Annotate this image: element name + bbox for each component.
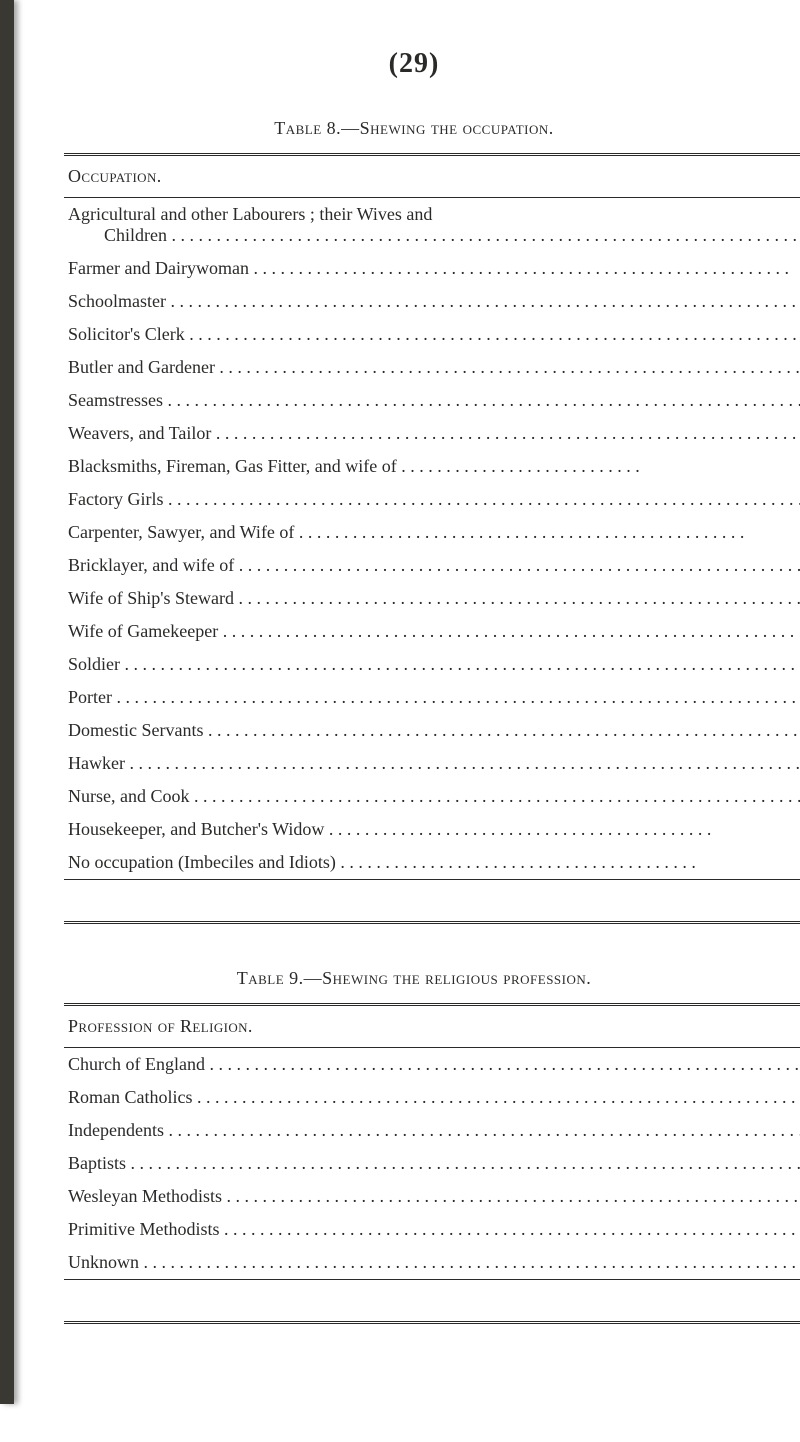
row-description: Bricklayer, and wife of . . . . . . . . … [64,549,800,582]
table-row: Church of England . . . . . . . . . . . … [64,1048,800,1082]
row-description: Primitive Methodists . . . . . . . . . .… [64,1213,800,1246]
row-description: Roman Catholics . . . . . . . . . . . . … [64,1081,800,1114]
row-description: Butler and Gardener . . . . . . . . . . … [64,351,800,384]
row-description: Church of England . . . . . . . . . . . … [64,1048,800,1082]
row-description: Schoolmaster . . . . . . . . . . . . . .… [64,285,800,318]
table-row: Wife of Ship's Steward . . . . . . . . .… [64,582,800,615]
table-row: Solicitor's Clerk . . . . . . . . . . . … [64,318,800,351]
table8-header-desc: Occupation. [64,155,800,198]
table-row: Wesleyan Methodists . . . . . . . . . . … [64,1180,800,1213]
table-row: Domestic Servants . . . . . . . . . . . … [64,714,800,747]
table8-header-row: Occupation. Male. Female. Total. [64,155,800,198]
row-description: Wife of Gamekeeper . . . . . . . . . . .… [64,615,800,648]
table-row: Factory Girls . . . . . . . . . . . . . … [64,483,800,516]
table8-caption: Table 8.—Shewing the occupation. [64,118,764,139]
table-row: Weavers, and Tailor . . . . . . . . . . … [64,417,800,450]
row-description: Hawker . . . . . . . . . . . . . . . . .… [64,747,800,780]
row-description: Carpenter, Sawyer, and Wife of . . . . .… [64,516,800,549]
table-row: Baptists . . . . . . . . . . . . . . . .… [64,1147,800,1180]
row-description-line1: Agricultural and other Labourers ; their… [68,204,800,225]
table-total-row: Total . . .494190 [64,1280,800,1323]
table-row: Blacksmiths, Fireman, Gas Fitter, and wi… [64,450,800,483]
row-description: Agricultural and other Labourers ; their… [64,198,800,253]
table-row: Farmer and Dairywoman . . . . . . . . . … [64,252,800,285]
row-description: Soldier . . . . . . . . . . . . . . . . … [64,648,800,681]
table-row: Butler and Gardener . . . . . . . . . . … [64,351,800,384]
table-row: Primitive Methodists . . . . . . . . . .… [64,1213,800,1246]
row-description: Solicitor's Clerk . . . . . . . . . . . … [64,318,800,351]
table-row: Schoolmaster . . . . . . . . . . . . . .… [64,285,800,318]
table9-caption: Table 9.—Shewing the religious professio… [64,968,764,989]
table-row: Wife of Gamekeeper . . . . . . . . . . .… [64,615,800,648]
table-row: Agricultural and other Labourers ; their… [64,198,800,253]
row-description: Nurse, and Cook . . . . . . . . . . . . … [64,780,800,813]
row-description: Baptists . . . . . . . . . . . . . . . .… [64,1147,800,1180]
row-description-line2: Children . . . . . . . . . . . . . . . .… [68,225,800,246]
table-row: Seamstresses . . . . . . . . . . . . . .… [64,384,800,417]
row-description: Wesleyan Methodists . . . . . . . . . . … [64,1180,800,1213]
row-description: Wife of Ship's Steward . . . . . . . . .… [64,582,800,615]
table8-caption-rest: Shewing the occupation. [360,118,554,138]
total-label: Total . . . [64,880,800,923]
table8: Occupation. Male. Female. Total. Agricul… [64,153,800,924]
table-row: Carpenter, Sawyer, and Wife of . . . . .… [64,516,800,549]
table-row: Bricklayer, and wife of . . . . . . . . … [64,549,800,582]
table-row: Soldier . . . . . . . . . . . . . . . . … [64,648,800,681]
row-description: Weavers, and Tailor . . . . . . . . . . … [64,417,800,450]
row-description: Unknown . . . . . . . . . . . . . . . . … [64,1246,800,1280]
table-row: Roman Catholics . . . . . . . . . . . . … [64,1081,800,1114]
row-description: Blacksmiths, Fireman, Gas Fitter, and wi… [64,450,800,483]
row-description: Factory Girls . . . . . . . . . . . . . … [64,483,800,516]
row-description: Housekeeper, and Butcher's Widow . . . .… [64,813,800,846]
table-row: No occupation (Imbeciles and Idiots) . .… [64,846,800,880]
page-number: (29) [64,48,764,80]
table9-caption-prefix: Table 9.— [237,968,322,988]
table-total-row: Total . . .494190 [64,880,800,923]
page-binding-edge [0,0,14,1404]
table-row: Hawker . . . . . . . . . . . . . . . . .… [64,747,800,780]
row-description: Farmer and Dairywoman . . . . . . . . . … [64,252,800,285]
table-row: Independents . . . . . . . . . . . . . .… [64,1114,800,1147]
table9: Profession of Religion. Male. Female. To… [64,1003,800,1324]
row-description: Seamstresses . . . . . . . . . . . . . .… [64,384,800,417]
row-description: No occupation (Imbeciles and Idiots) . .… [64,846,800,880]
table-row: Unknown . . . . . . . . . . . . . . . . … [64,1246,800,1280]
total-label: Total . . . [64,1280,800,1323]
table-row: Housekeeper, and Butcher's Widow . . . .… [64,813,800,846]
row-description: Domestic Servants . . . . . . . . . . . … [64,714,800,747]
table8-caption-prefix: Table 8.— [274,118,359,138]
table9-header-row: Profession of Religion. Male. Female. To… [64,1005,800,1048]
table-row: Nurse, and Cook . . . . . . . . . . . . … [64,780,800,813]
table9-caption-rest: Shewing the religious profession. [322,968,591,988]
table-row: Porter . . . . . . . . . . . . . . . . .… [64,681,800,714]
row-description: Independents . . . . . . . . . . . . . .… [64,1114,800,1147]
table9-header-desc: Profession of Religion. [64,1005,800,1048]
row-description: Porter . . . . . . . . . . . . . . . . .… [64,681,800,714]
